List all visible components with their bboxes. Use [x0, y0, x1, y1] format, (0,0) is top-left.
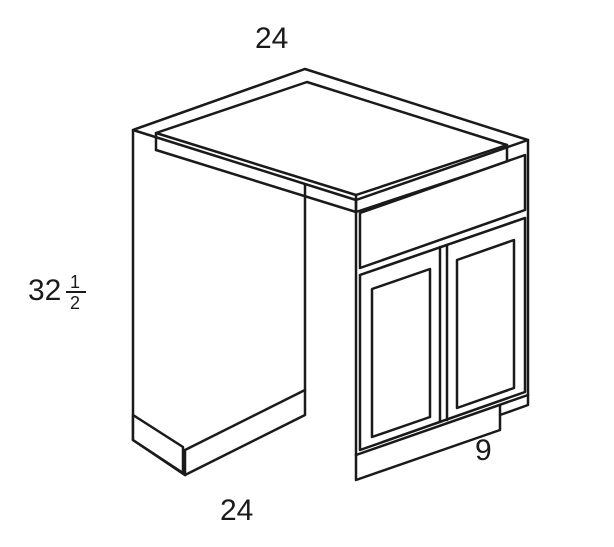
dim-width-top: 24 [255, 22, 288, 55]
dim-height-frac-den: 2 [70, 293, 80, 313]
dim-toekick: 9 [475, 434, 492, 467]
cabinet-diagram: 24 24 9 32 1 2 [0, 0, 614, 547]
dim-height-frac-num: 1 [70, 272, 80, 292]
cabinet-outline [133, 69, 528, 480]
dim-depth-bottom: 24 [220, 494, 253, 527]
dim-height-whole: 32 [28, 274, 61, 307]
